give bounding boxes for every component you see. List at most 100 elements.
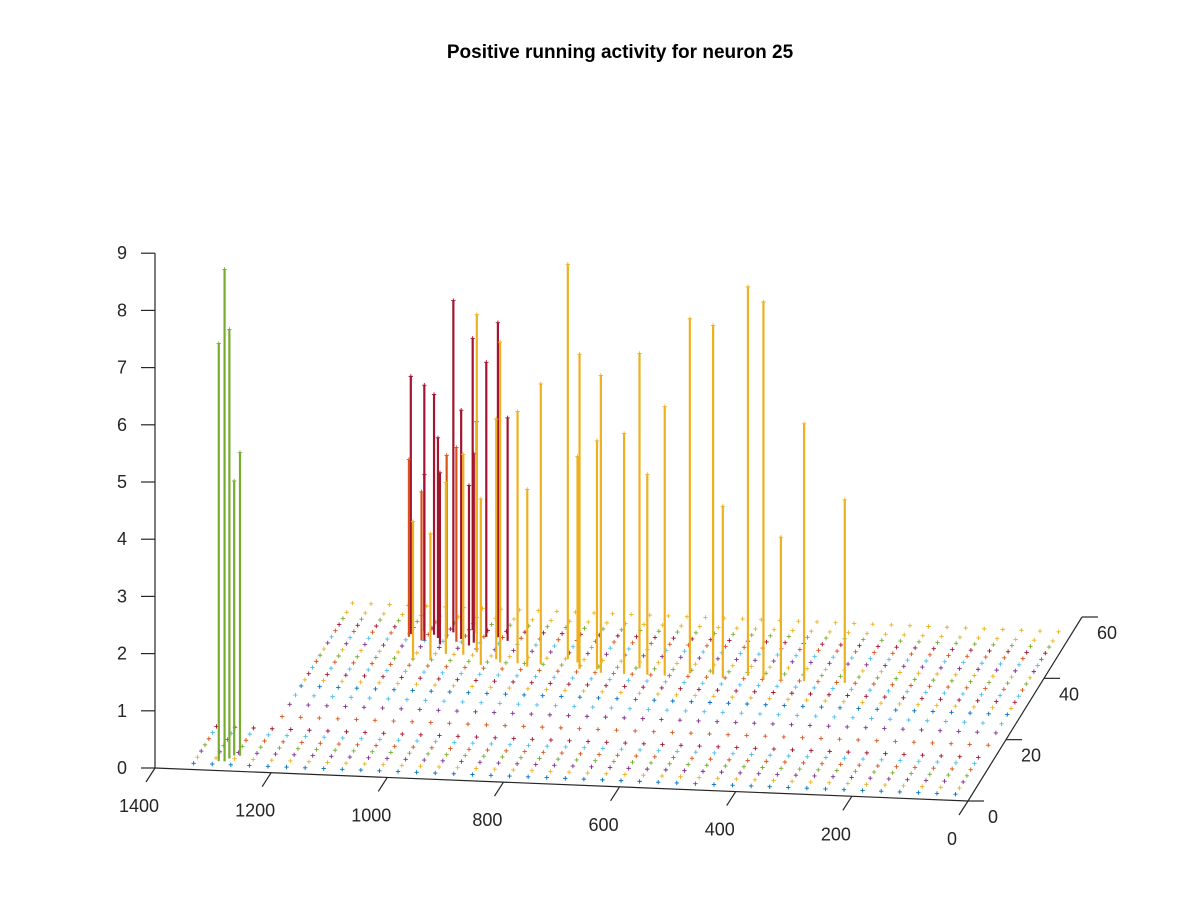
baseline-marker [500,754,505,760]
baseline-marker [440,670,445,675]
baseline-marker [943,719,949,724]
baseline-marker [831,655,836,660]
baseline-marker [953,703,958,709]
baseline-marker [864,782,869,787]
baseline-marker [986,711,991,717]
baseline-marker [857,643,862,648]
baseline-marker [775,772,780,777]
baseline-marker [756,771,761,776]
baseline-marker [942,659,947,664]
baseline-marker [377,680,382,685]
baseline-marker [749,664,754,669]
baseline-marker [373,686,378,692]
baseline-marker [344,729,349,734]
baseline-marker [659,717,664,722]
baseline-marker [1039,657,1044,662]
baseline-marker [901,664,906,669]
baseline-marker [351,660,356,666]
baseline-marker [990,674,996,679]
baseline-marker [335,716,341,722]
baseline-marker [585,770,590,776]
baseline-marker [425,663,431,669]
baseline-marker [411,744,416,750]
stem-marker [594,438,600,444]
baseline-marker [392,744,397,749]
baseline-marker [436,708,441,713]
baseline-marker [503,748,509,754]
baseline-marker [960,691,966,697]
baseline-marker [786,785,791,790]
baseline-marker [868,656,873,661]
baseline-marker [330,694,335,699]
baseline-marker [347,666,352,672]
baseline-marker [953,672,958,677]
stem-marker [458,407,464,413]
baseline-marker [726,757,732,763]
baseline-marker [725,732,731,737]
baseline-marker [540,724,545,730]
baseline-marker [596,752,602,757]
baseline-marker [541,630,546,636]
baseline-marker [786,753,791,759]
baseline-marker [870,622,875,627]
baseline-marker [619,747,624,752]
baseline-marker [800,704,806,709]
baseline-marker [949,710,954,715]
baseline-marker [685,762,691,767]
baseline-marker [455,646,460,651]
baseline-marker [993,730,999,736]
tick-label: 5 [117,472,127,492]
stem-marker [505,415,510,420]
baseline-marker [488,685,493,690]
stem-marker [801,421,807,426]
baseline-marker [734,625,740,631]
baseline-marker [415,619,420,624]
baseline-marker [577,695,583,700]
baseline-marker [934,671,940,677]
baseline-marker [871,769,877,775]
baseline-marker [945,684,951,690]
baseline-marker [879,669,884,674]
stem-marker [461,452,466,457]
baseline-marker [781,734,787,740]
baseline-marker [265,764,271,769]
baseline-marker [756,651,762,657]
baseline-marker [284,733,290,738]
x-axis-line [154,767,969,802]
baseline-marker [931,646,936,651]
baseline-marker [600,746,606,751]
baseline-marker [853,769,858,774]
baseline-marker [957,634,963,640]
baseline-marker [752,658,758,663]
stem-marker [470,336,475,341]
stem-marker [431,392,437,397]
baseline-marker [789,722,794,727]
baseline-marker [739,711,744,716]
baseline-marker [589,676,594,682]
baseline-marker [619,658,624,664]
baseline-marker [719,769,724,775]
baseline-marker [860,700,865,705]
baseline-marker [734,657,739,662]
baseline-marker [666,613,671,619]
baseline-marker [432,682,438,688]
baseline-marker [671,635,676,641]
stem-marker [565,262,571,267]
baseline-marker [697,655,702,661]
baseline-marker [540,662,546,667]
baseline-marker [675,749,680,754]
stem-marker [621,431,627,436]
baseline-marker [566,713,571,718]
baseline-marker [325,672,330,677]
baseline-marker [399,763,405,768]
baseline-marker [447,721,452,726]
baseline-marker [838,642,844,648]
baseline-marker [622,715,627,721]
baseline-marker [554,609,560,614]
baseline-marker [1037,628,1043,634]
baseline-marker [361,705,367,710]
baseline-marker [552,643,557,649]
baseline-marker [570,675,575,681]
baseline-marker [853,681,858,686]
baseline-marker [511,767,516,773]
